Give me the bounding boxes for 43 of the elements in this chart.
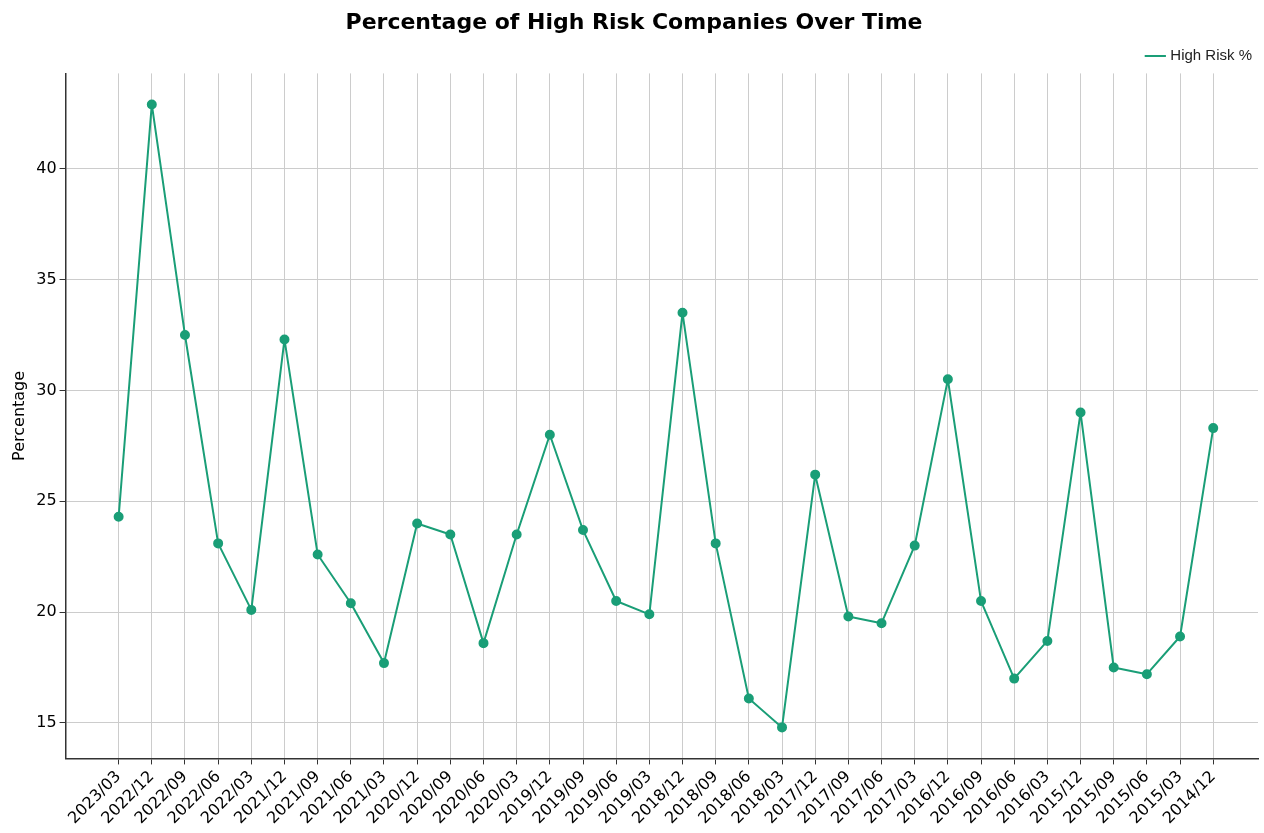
- point: [876, 618, 887, 629]
- point: [544, 429, 555, 440]
- point: [146, 99, 157, 110]
- point: [578, 525, 588, 536]
- point: [942, 374, 953, 385]
- point: [843, 611, 854, 622]
- point: [644, 609, 655, 620]
- legend-label: High Risk %: [1170, 46, 1252, 64]
- point: [378, 658, 389, 669]
- point: [1075, 407, 1086, 418]
- y-tick-label: 15: [36, 712, 57, 732]
- point: [909, 540, 920, 551]
- point: [1141, 669, 1152, 680]
- y-tick-label: 30: [36, 379, 57, 399]
- point: [213, 538, 224, 549]
- point: [1009, 673, 1020, 684]
- point: [1175, 631, 1186, 642]
- point: [478, 638, 489, 649]
- point: [279, 334, 290, 345]
- point: [810, 469, 821, 480]
- point: [345, 598, 356, 609]
- chart-title: Percentage of High Risk Companies Over Time: [345, 8, 923, 34]
- point: [710, 538, 721, 549]
- point: [976, 596, 987, 607]
- point: [412, 518, 423, 529]
- point: [445, 529, 456, 540]
- y-tick-label: 20: [36, 601, 57, 621]
- point: [179, 330, 190, 340]
- y-axis-title: Percentage: [8, 370, 28, 461]
- point: [1108, 662, 1119, 673]
- y-tick-label: 40: [36, 157, 57, 177]
- point: [1042, 635, 1053, 646]
- point: [312, 549, 323, 560]
- y-tick-label: 35: [36, 268, 57, 288]
- y-tick-label: 25: [36, 490, 57, 510]
- point: [777, 722, 788, 733]
- point: [246, 604, 257, 615]
- point: [677, 307, 688, 318]
- point: [511, 529, 522, 540]
- point: [1208, 423, 1219, 434]
- point: [113, 511, 124, 522]
- point: [743, 693, 754, 704]
- point: [611, 596, 622, 607]
